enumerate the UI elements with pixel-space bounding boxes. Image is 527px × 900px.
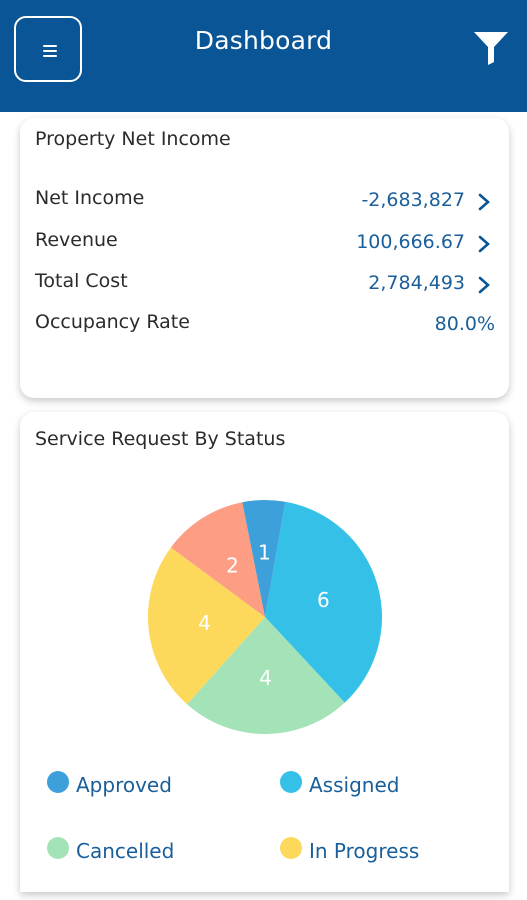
row-label: Revenue <box>35 229 118 251</box>
net-income-row[interactable]: Net Income -2,683,827 <box>35 187 495 217</box>
row-value: 2,784,493 <box>368 272 465 294</box>
legend-label: Cancelled <box>76 839 175 863</box>
pie-chart: 6 4 4 21 <box>148 500 383 734</box>
row-value: 100,666.67 <box>356 231 465 253</box>
legend-label: In Progress <box>309 839 420 863</box>
legend-swatch <box>280 771 302 793</box>
row-value: -2,683,827 <box>361 189 465 211</box>
row-label: Net Income <box>35 187 145 209</box>
menu-button[interactable] <box>14 16 82 82</box>
pie-slice-3[interactable] <box>170 502 265 617</box>
revenue-row[interactable]: Revenue 100,666.67 <box>35 229 495 259</box>
chevron-right-icon[interactable] <box>477 276 491 294</box>
chart-title: Service Request By Status <box>35 428 286 450</box>
hamburger-menu-icon <box>43 45 57 47</box>
filter-funnel-icon[interactable] <box>472 30 510 66</box>
legend-swatch <box>47 837 69 859</box>
row-label: Occupancy Rate <box>35 311 190 333</box>
legend-swatch <box>280 837 302 859</box>
row-value: 80.0% <box>434 313 495 335</box>
chevron-right-icon[interactable] <box>477 193 491 211</box>
pie-slice-4[interactable] <box>242 500 286 617</box>
legend-swatch <box>47 771 69 793</box>
pie-data-label-4: 1 <box>258 541 271 565</box>
pie-slice-2[interactable] <box>148 547 265 705</box>
chevron-right-icon[interactable] <box>477 235 491 253</box>
occupancy-rate-row: Occupancy Rate 80.0% <box>35 311 495 341</box>
card-title: Property Net Income <box>35 128 231 150</box>
property-net-income-card: Property Net Income Net Income -2,683,82… <box>20 118 509 398</box>
legend-label: Approved <box>76 773 172 797</box>
total-cost-row[interactable]: Total Cost 2,784,493 <box>35 270 495 300</box>
legend-label: Assigned <box>309 773 400 797</box>
page-title: Dashboard <box>194 26 333 55</box>
pie-slice-0[interactable] <box>265 501 383 703</box>
pie-data-label-0: 6 <box>317 588 330 612</box>
pie-data-label-3: 2 <box>226 554 239 578</box>
row-label: Total Cost <box>35 270 128 292</box>
pie-data-label-1: 4 <box>259 666 272 690</box>
pie-data-label-2: 4 <box>198 611 211 635</box>
app-header: Dashboard <box>0 0 527 112</box>
pie-slice-1[interactable] <box>187 617 345 734</box>
